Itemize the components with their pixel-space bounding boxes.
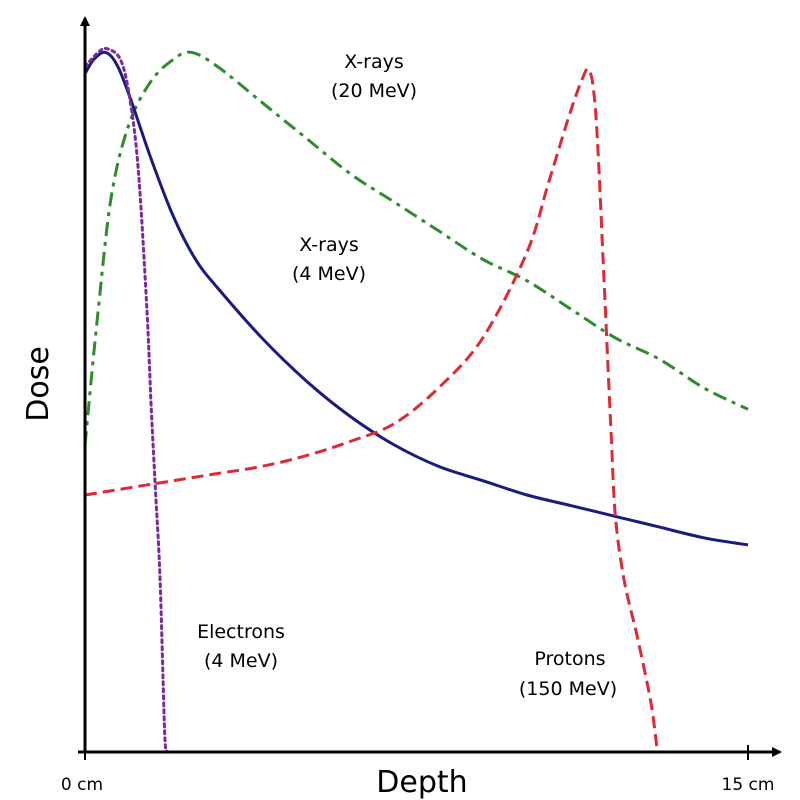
y-axis-title: Dose [21, 346, 56, 422]
series-label-xray4-line1: X-rays [299, 234, 359, 256]
series-label-xray20-line1: X-rays [344, 51, 404, 73]
series-line-xray4 [83, 50, 749, 547]
x-axis-title: Depth [376, 765, 467, 800]
x-tick-label-start: 0 cm [61, 775, 103, 795]
series-label-electrons-line2: (4 MeV) [204, 650, 278, 672]
series-label-xray4-line2: (4 MeV) [292, 263, 366, 285]
series-label-electrons-line1: Electrons [197, 621, 285, 643]
series-line-xray20 [83, 50, 749, 446]
series-label-protons-line2: (150 MeV) [519, 678, 617, 700]
series-label-protons-line1: Protons [534, 648, 605, 670]
series-label-xray20-line2: (20 MeV) [331, 80, 417, 102]
x-tick-label-end: 15 cm [722, 775, 775, 795]
series-line-protons [84, 67, 659, 753]
series-line-electrons [83, 46, 169, 754]
